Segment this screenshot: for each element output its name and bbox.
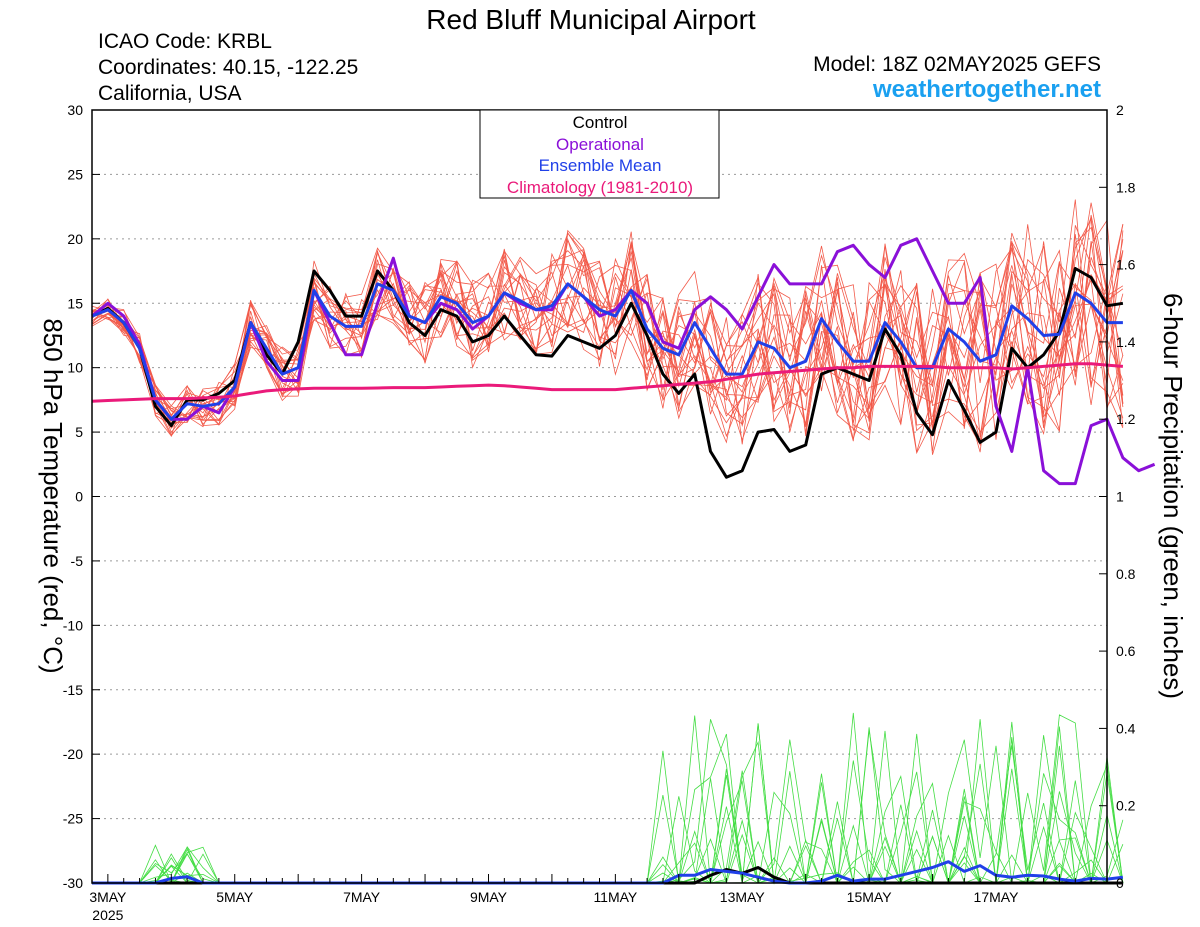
y-right-tick-label: 1 — [1116, 489, 1124, 505]
legend: Control Operational Ensemble Mean Climat… — [479, 109, 720, 199]
y-left-tick-label: -15 — [63, 682, 83, 698]
operational-temperature-line — [91, 237, 1156, 486]
ensemble-precip-line — [92, 719, 1124, 885]
ensemble-precip-line — [92, 726, 1123, 885]
ensemble-precip-line — [92, 730, 1124, 884]
ensemble-temp-line — [91, 234, 1124, 441]
x-tick-label: 17MAY — [974, 889, 1020, 905]
ensemble-precip-line — [92, 719, 1124, 884]
y-right-tick-label: 1.8 — [1116, 179, 1136, 195]
ensemble-temp-line — [91, 257, 1124, 429]
x-tick-label: 13MAY — [720, 889, 766, 905]
y-right-tick-label: 0 — [1116, 875, 1124, 891]
region: California, USA — [98, 82, 242, 105]
ensemble-temp-line — [91, 242, 1124, 438]
x-tick-label: 15MAY — [847, 889, 893, 905]
coordinates: Coordinates: 40.15, -122.25 — [98, 56, 358, 79]
ensemble-temp-line — [91, 199, 1124, 453]
y-left-tick-label: 15 — [67, 295, 83, 311]
y-right-tick-label: 0.2 — [1116, 798, 1136, 814]
y-left-tick-label: 30 — [67, 102, 83, 118]
y-right-tick-label: 1.4 — [1116, 334, 1136, 350]
legend-item-control: Control — [573, 113, 628, 132]
x-tick-label: 3MAY — [89, 889, 127, 905]
climatology-temperature-line — [91, 362, 1124, 403]
ensemble-precip-line — [92, 738, 1124, 885]
x-tick-label: 9MAY — [470, 889, 508, 905]
y-left-axis-label: 850 hPa Temperature (red, °C) — [38, 318, 68, 673]
axes: 302520151050-5-10-15-20-25-3021.81.61.41… — [63, 102, 1136, 923]
x-tick-label: 7MAY — [343, 889, 381, 905]
ensemble-precip-line — [92, 712, 1123, 884]
ensemble-precip-line — [92, 735, 1123, 885]
grid-lines — [92, 173, 1107, 820]
chart-title: Red Bluff Municipal Airport — [426, 4, 756, 35]
ensemble-precip-line — [92, 714, 1124, 884]
legend-box — [479, 109, 720, 199]
y-left-tick-label: 5 — [75, 424, 83, 440]
ensemble-precip-members — [92, 712, 1124, 885]
ensemble-precip-line — [92, 771, 1123, 885]
ensemble-precip-line — [92, 721, 1124, 885]
x-tick-label: 5MAY — [216, 889, 254, 905]
y-left-tick-label: -10 — [63, 617, 83, 633]
control-temperature-line — [91, 267, 1124, 479]
legend-item-ensemble-mean: Ensemble Mean — [539, 156, 662, 175]
y-right-tick-label: 0.8 — [1116, 566, 1136, 582]
plot-frame — [91, 109, 1108, 884]
y-right-axis-label: 6-hour Precipitation (green, inches) — [1158, 293, 1188, 699]
y-right-tick-label: 1.2 — [1116, 411, 1136, 427]
y-right-tick-label: 2 — [1116, 102, 1124, 118]
y-left-tick-label: -20 — [63, 746, 83, 762]
y-left-tick-label: 25 — [67, 166, 83, 182]
icao-code: ICAO Code: KRBL — [98, 30, 272, 53]
x-tick-label: 11MAY — [593, 889, 637, 905]
ensemble-mean-temperature-line — [91, 282, 1123, 421]
ensemble-temp-line — [91, 225, 1124, 445]
ensemble-mean-precipitation-line — [92, 860, 1124, 885]
legend-item-climatology: Climatology (1981-2010) — [507, 178, 693, 197]
site-name: weathertogether.net — [872, 76, 1101, 103]
ensemble-precip-line — [92, 768, 1124, 885]
y-right-tick-label: 1.6 — [1116, 257, 1136, 273]
y-right-tick-label: 0.6 — [1116, 643, 1136, 659]
legend-item-operational: Operational — [556, 135, 644, 154]
model-run: Model: 18Z 02MAY2025 GEFS — [813, 53, 1101, 76]
x-tick-sublabel: 2025 — [92, 907, 123, 923]
y-left-tick-label: -30 — [63, 875, 83, 891]
ensemble-temp-line — [91, 229, 1124, 429]
ensemble-precip-line — [92, 715, 1123, 885]
y-left-tick-label: -5 — [71, 553, 84, 569]
y-left-tick-label: 10 — [67, 360, 83, 376]
y-left-tick-label: 20 — [67, 231, 83, 247]
y-left-tick-label: 0 — [75, 489, 83, 505]
y-left-tick-label: -25 — [63, 811, 83, 827]
y-right-tick-label: 0.4 — [1116, 720, 1136, 736]
